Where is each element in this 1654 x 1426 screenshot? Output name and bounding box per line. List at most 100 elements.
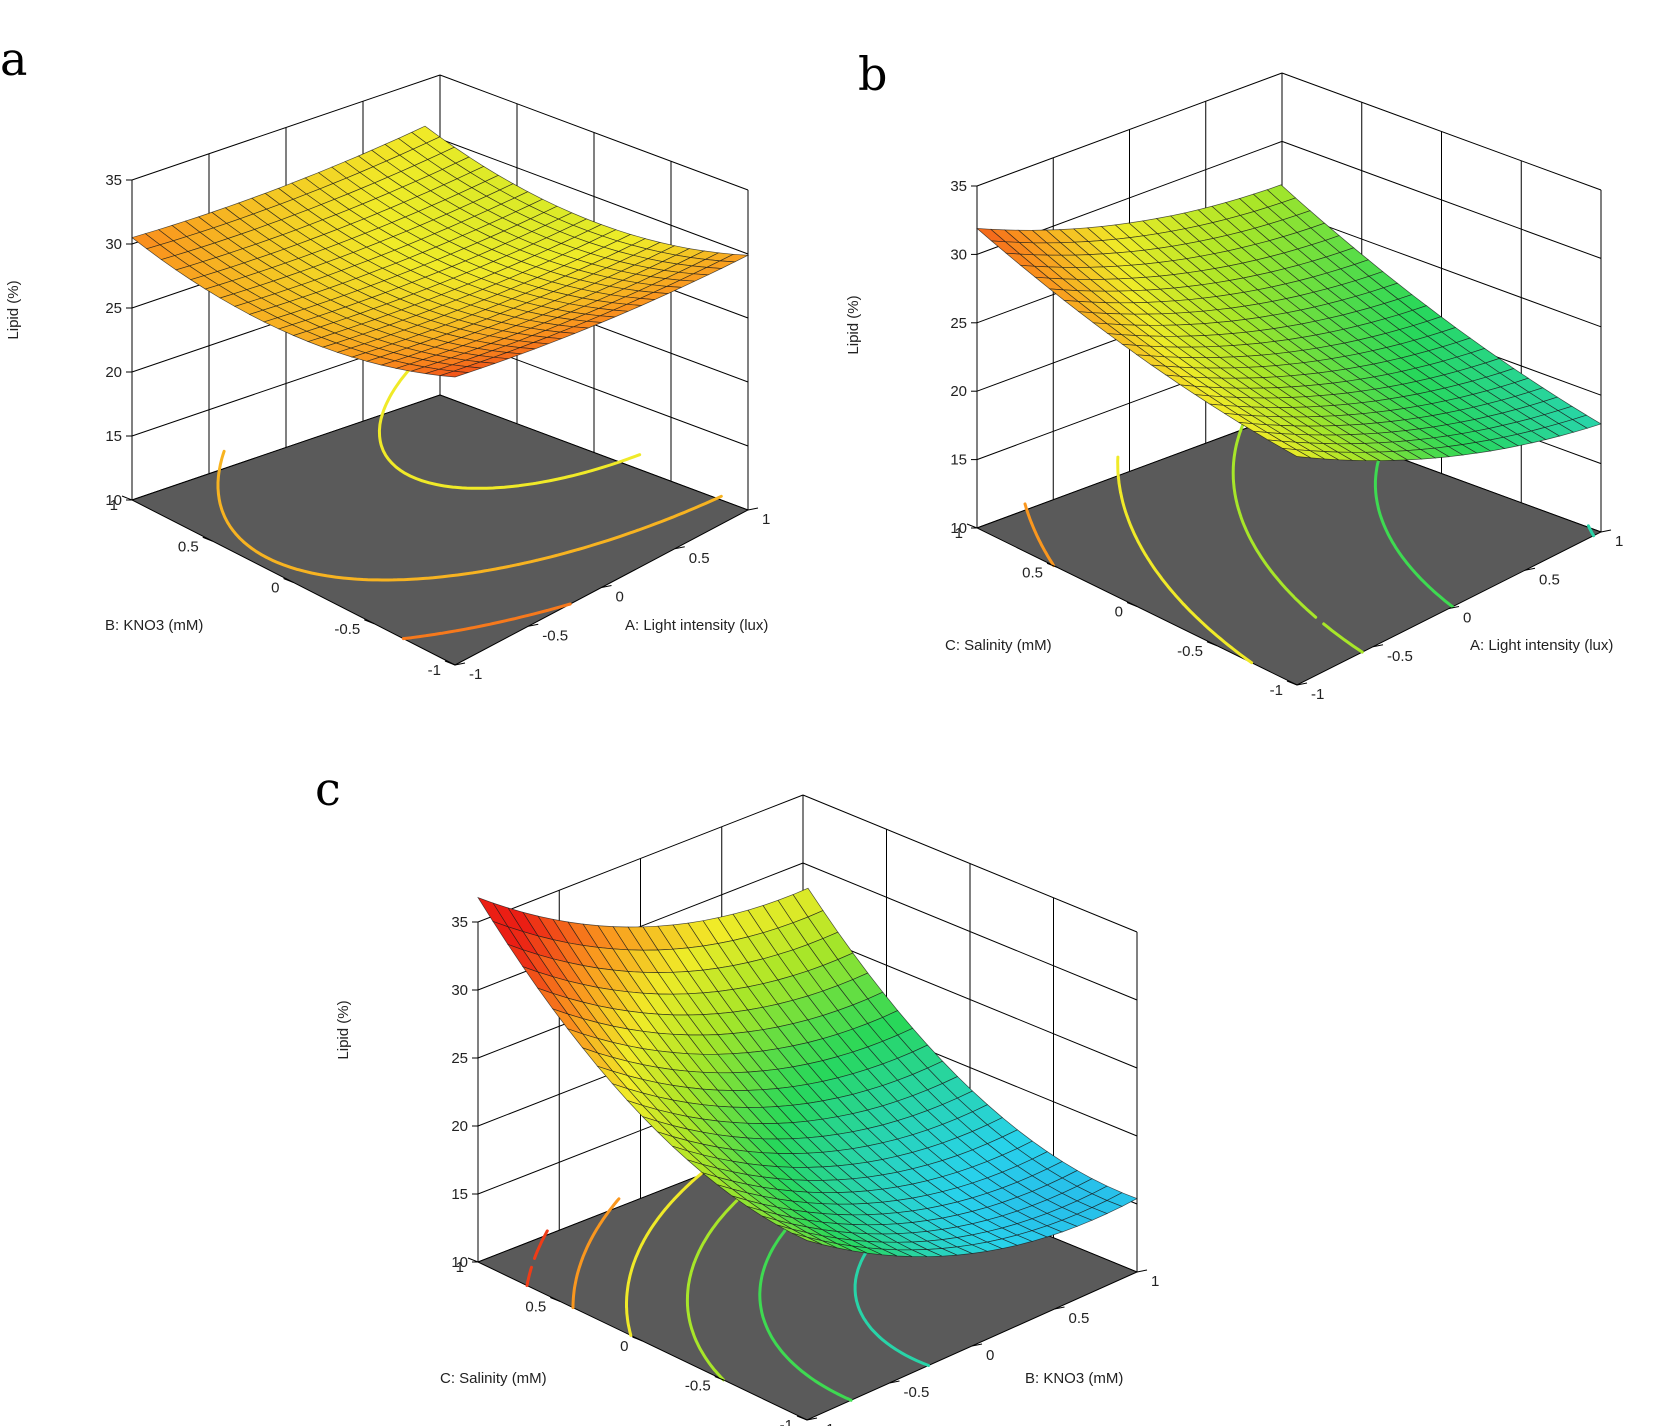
- x-axis-label: A: Light intensity (lux): [1470, 637, 1613, 654]
- x-axis-label: B: KNO3 (mM): [1025, 1370, 1123, 1387]
- x-tick-mark: [1136, 1269, 1148, 1273]
- z-tick-label: 15: [451, 1186, 468, 1203]
- x-tick-mark: [454, 662, 466, 666]
- x-tick-label: -1: [1311, 686, 1324, 703]
- y-tick-mark: [1286, 680, 1298, 686]
- y-axis-label: C: Salinity (mM): [440, 1370, 547, 1387]
- z-tick-label: 20: [451, 1118, 468, 1135]
- z-tick-label: 25: [950, 315, 967, 332]
- x-tick-label: 0.5: [1539, 571, 1560, 588]
- y-tick-label: -0.5: [685, 1378, 711, 1395]
- y-tick-label: -1: [780, 1417, 793, 1426]
- z-tick-label: 30: [105, 236, 122, 253]
- x-tick-label: 1: [1151, 1273, 1159, 1290]
- x-tick-mark: [806, 1417, 818, 1421]
- y-tick-label: -1: [1270, 682, 1283, 699]
- x-tick-mark: [971, 1343, 983, 1347]
- y-tick-label: -0.5: [334, 621, 360, 638]
- x-tick-mark: [601, 585, 612, 588]
- response-surface: [477, 887, 1138, 1258]
- y-tick-mark: [1126, 602, 1138, 607]
- x-tick-mark: [1524, 567, 1536, 571]
- z-tick-label: 10: [451, 1254, 468, 1271]
- y-tick-label: 1: [110, 497, 118, 514]
- x-axis-label: A: Light intensity (lux): [625, 617, 768, 634]
- z-tick-label: 20: [105, 364, 122, 381]
- x-tick-label: -0.5: [1387, 648, 1413, 665]
- floor-contour-plane: [130, 346, 750, 666]
- contour-line: [571, 1197, 621, 1310]
- z-tick-label: 15: [105, 428, 122, 445]
- response-surface: [975, 184, 1602, 462]
- x-tick-label: 0: [616, 589, 624, 606]
- y-tick-mark: [364, 619, 375, 625]
- z-axis-label: Lipid (%): [845, 295, 862, 354]
- panel-label: c: [315, 762, 341, 816]
- x-tick-label: -1: [469, 666, 482, 683]
- response-surface: [131, 125, 750, 378]
- x-tick-label: -1: [821, 1421, 834, 1426]
- z-tick-label: 10: [105, 492, 122, 509]
- x-tick-label: 1: [762, 511, 770, 528]
- z-axis-label: Lipid (%): [335, 1000, 352, 1059]
- z-tick-label: 35: [451, 914, 468, 931]
- panel-c-surface-plot: c 10 15 20 25 30 35 -1 -0.5 0 0.5 1 -1 -0.5 0 0.5 1 C: Sa…: [315, 762, 1159, 1426]
- y-tick-mark: [202, 536, 213, 542]
- y-tick-mark: [550, 1297, 561, 1302]
- x-tick-label: 0: [986, 1347, 994, 1364]
- y-tick-label: 0: [271, 580, 279, 597]
- z-tick-label: 10: [950, 520, 967, 537]
- panel-b-surface-plot: b 10 15 20 25 30 35 -1 -0.5 0 0.5 1 -1 -0.5 0 0.5 1 C: Sa…: [845, 47, 1623, 703]
- z-tick-label: 25: [105, 300, 122, 317]
- y-tick-label: 0.5: [178, 538, 199, 555]
- x-tick-mark: [747, 507, 759, 511]
- x-tick-mark: [674, 546, 685, 550]
- x-tick-mark: [1448, 606, 1460, 609]
- y-tick-mark: [796, 1415, 808, 1421]
- y-tick-label: 1: [955, 525, 963, 542]
- z-tick-label: 30: [451, 982, 468, 999]
- panel-label: a: [0, 32, 27, 86]
- y-tick-mark: [283, 578, 294, 583]
- panel-a-surface-plot: a 10 15 20 25 30 35 -1 -0.5 0 0.5 1 -1 -0.5 0 0.5 1 B: KN…: [0, 32, 770, 683]
- x-tick-mark: [528, 623, 539, 627]
- contour-line: [1116, 455, 1254, 665]
- y-axis-label: B: KNO3 (mM): [105, 617, 203, 634]
- y-tick-label: 0.5: [1022, 564, 1043, 581]
- x-tick-mark: [1600, 529, 1612, 533]
- y-tick-label: -1: [428, 662, 441, 679]
- x-tick-mark: [1296, 682, 1308, 686]
- x-tick-label: -0.5: [904, 1384, 930, 1401]
- surface-cell: [791, 1232, 823, 1245]
- contour-line: [216, 449, 723, 582]
- z-tick-label: 30: [950, 246, 967, 263]
- z-tick-label: 15: [950, 452, 967, 469]
- z-tick-label: 35: [950, 178, 967, 195]
- x-tick-label: 1: [1615, 533, 1623, 550]
- y-tick-mark: [714, 1376, 725, 1381]
- x-tick-mark: [889, 1380, 900, 1384]
- y-axis-label: C: Salinity (mM): [945, 637, 1052, 654]
- surface-cell: [440, 370, 469, 378]
- y-tick-mark: [966, 523, 978, 529]
- y-tick-mark: [467, 1257, 479, 1263]
- y-tick-mark: [632, 1336, 643, 1342]
- y-tick-mark: [121, 495, 133, 501]
- y-tick-mark: [444, 660, 456, 666]
- contour-line: [1023, 502, 1056, 568]
- contour-line: [525, 1229, 549, 1287]
- x-tick-mark: [1372, 644, 1384, 648]
- y-tick-label: -0.5: [1177, 643, 1203, 660]
- surface-cell: [1282, 447, 1311, 459]
- contour-line: [1586, 524, 1596, 538]
- z-tick-label: 25: [451, 1050, 468, 1067]
- y-tick-label: 0.5: [525, 1299, 546, 1316]
- y-tick-mark: [1206, 641, 1218, 647]
- z-tick-label: 35: [105, 172, 122, 189]
- x-tick-label: -0.5: [542, 627, 568, 644]
- y-tick-label: 1: [456, 1259, 464, 1276]
- panel-label: b: [858, 47, 887, 101]
- contour-line: [401, 602, 572, 641]
- x-tick-label: 0.5: [1069, 1310, 1090, 1327]
